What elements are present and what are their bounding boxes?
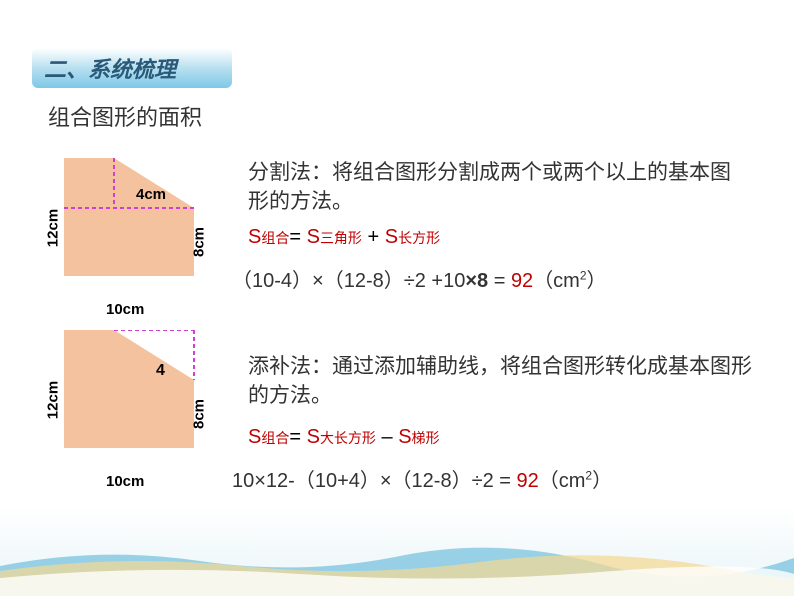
formula1-s3: S: [385, 226, 398, 248]
formula2-s3: S: [398, 426, 411, 448]
shape2-label-4: 4: [156, 362, 165, 380]
calc2-result: 92: [516, 470, 538, 492]
shape2-label-12cm: 12cm: [45, 381, 62, 419]
section-header-banner: 二、系统梳理: [32, 48, 232, 88]
shape2-label-10cm: 10cm: [106, 473, 144, 490]
formula2-minus: –: [376, 426, 398, 448]
formula1-sub1: 组合: [261, 230, 289, 246]
formula2-sub2: 大长方形: [320, 430, 376, 446]
calc2-unit-r: ）: [592, 470, 612, 492]
method1-description: 分割法：将组合图形分割成两个或两个以上的基本图形的方法。: [248, 158, 748, 217]
shape2-label-8cm: 8cm: [190, 399, 207, 429]
formula2-eq: =: [289, 426, 306, 448]
formula1-plus: +: [362, 226, 385, 248]
wave-decoration: [0, 536, 794, 596]
calc1-sup: 2: [580, 268, 587, 282]
formula2-sub1: 组合: [261, 430, 289, 446]
formula2-s1: S: [248, 426, 261, 448]
shape1-label-8cm: 8cm: [190, 227, 207, 257]
calc1-left: （10-4）×（12-8）÷2 +10: [232, 270, 465, 292]
shape1-svg: [36, 158, 216, 298]
method2-description: 添补法：通过添加辅助线，将组合图形转化成基本图形的方法。: [248, 352, 768, 411]
calc1-unit-r: ）: [587, 270, 607, 292]
formula1-eq: =: [289, 226, 306, 248]
method1-formula: S组合= S三角形 + S长方形: [248, 226, 440, 249]
shape1-label-10cm: 10cm: [106, 301, 144, 318]
page-subtitle: 组合图形的面积: [48, 100, 202, 132]
formula2-s2: S: [307, 426, 320, 448]
shape-diagram-1: 12cm 8cm 4cm 10cm: [36, 158, 216, 298]
calc1-unit-l: （cm: [533, 270, 580, 292]
calc1-result: 92: [511, 270, 533, 292]
method1-calculation: （10-4）×（12-8）÷2 +10×8 = 92（cm2）: [232, 264, 607, 293]
method2-formula: S组合= S大长方形 – S梯形: [248, 426, 440, 449]
calc1-bold: ×8: [465, 270, 488, 292]
formula1-s2: S: [307, 226, 320, 248]
shape2-svg: [36, 330, 216, 470]
section-header-title: 二、系统梳理: [44, 52, 176, 84]
calc2-left: 10×12-（10+4）×（12-8）÷2 =: [232, 470, 516, 492]
formula1-sub3: 长方形: [398, 230, 440, 246]
shape-diagram-2: 12cm 8cm 4 10cm: [36, 330, 216, 470]
formula2-sub3: 梯形: [412, 430, 440, 446]
shape1-label-12cm: 12cm: [45, 209, 62, 247]
method2-calculation: 10×12-（10+4）×（12-8）÷2 = 92（cm2）: [232, 464, 612, 493]
formula1-s1: S: [248, 226, 261, 248]
formula1-sub2: 三角形: [320, 230, 362, 246]
calc1-eq: =: [488, 270, 511, 292]
calc2-unit-l: （cm: [539, 470, 586, 492]
shape1-label-4cm: 4cm: [136, 186, 166, 203]
